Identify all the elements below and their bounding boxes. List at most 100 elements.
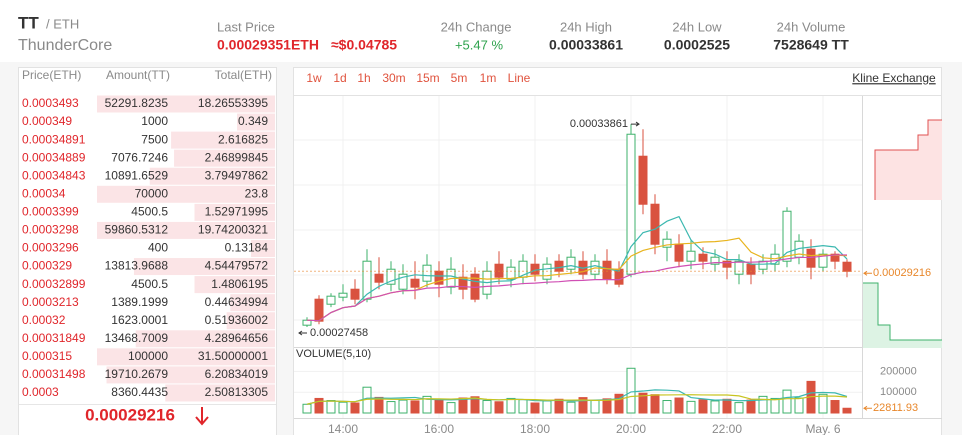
current-price: 0.00029216	[85, 405, 175, 424]
label: 24h Volume	[777, 19, 846, 34]
ask-total: 31.50000001	[198, 349, 268, 363]
ask-price[interactable]: 0.0003213	[22, 295, 79, 309]
ask-price[interactable]: 0.000329	[22, 259, 72, 273]
candle-body	[806, 248, 816, 268]
candle-body	[326, 295, 336, 305]
ask-price[interactable]: 0.00031849	[22, 331, 86, 345]
ask-price[interactable]: 0.000315	[22, 349, 72, 363]
volume-bar	[710, 400, 720, 414]
kline-exchange-link[interactable]: Kline Exchange	[852, 71, 936, 85]
ask-price[interactable]: 0.00034843	[22, 168, 86, 182]
volume-bar	[758, 395, 768, 414]
volume-bar	[566, 401, 576, 414]
ask-price[interactable]: 0.00034889	[22, 150, 86, 164]
column-header: Amount(TT)	[106, 68, 170, 82]
change: +5.47 %	[455, 37, 504, 52]
ask-price[interactable]: 0.00031498	[22, 367, 86, 381]
ask-price[interactable]: 0.0003298	[22, 223, 79, 237]
volume-bar	[506, 397, 516, 414]
arrow	[631, 121, 640, 127]
ask-price[interactable]: 0.00034	[22, 186, 66, 200]
candle-body	[686, 250, 696, 262]
ask-amount: 1389.1999	[111, 295, 168, 309]
depth-bar	[194, 276, 275, 294]
volume-bar	[314, 397, 324, 414]
high: 0.00033861	[549, 37, 623, 53]
candle-body	[350, 288, 360, 300]
ask-price[interactable]: 0.0003296	[22, 241, 79, 255]
volume-bar	[470, 396, 480, 414]
volume-bar	[554, 398, 564, 414]
ask-total: 6.20834019	[205, 367, 269, 381]
depth-bar	[226, 312, 275, 330]
period-tab[interactable]: 1w	[306, 71, 322, 85]
ask-price[interactable]: 0.0003	[22, 385, 59, 399]
candle-body	[842, 261, 852, 272]
candle-body	[398, 273, 408, 290]
high-annotation: 0.00033861	[570, 118, 628, 130]
depth-asks	[875, 120, 942, 200]
candle-body	[746, 263, 756, 275]
volume-bar	[770, 397, 780, 414]
ask-price[interactable]: 0.000349	[22, 114, 72, 128]
candle-body	[830, 253, 840, 262]
last-price: 0.00029351ETH	[217, 37, 319, 53]
ask-total: 3.79497862	[205, 168, 269, 182]
ask-total: 0.13184	[225, 241, 269, 255]
period-tab[interactable]: 1h	[357, 71, 370, 85]
ask-price[interactable]: 0.0003399	[22, 205, 79, 219]
ask-total: 1.4806195	[211, 277, 268, 291]
ask-amount: 1623.0001	[111, 313, 168, 327]
volume-bar	[374, 396, 384, 414]
ask-price[interactable]: 0.00034891	[22, 132, 86, 146]
volume-bar	[602, 398, 612, 414]
ask-total: 19.74200321	[198, 223, 268, 237]
volume-bar	[830, 400, 840, 414]
period-tab[interactable]: Line	[508, 71, 531, 85]
ask-price[interactable]: 0.00032	[22, 313, 66, 327]
last-volume-label: 22811.93	[873, 402, 918, 414]
period-tab[interactable]: 1d	[333, 71, 346, 85]
quote: / ETH	[46, 16, 79, 31]
candle-body	[410, 278, 420, 288]
period-tab[interactable]: 5m	[451, 71, 468, 85]
ask-total: 2.46899845	[205, 150, 269, 164]
period-tab[interactable]: 30m	[382, 71, 405, 85]
ask-total: 0.349	[238, 114, 268, 128]
ask-total: 4.28964656	[205, 331, 269, 345]
volume-bar	[650, 394, 660, 414]
volume-bar	[746, 399, 756, 414]
low: 0.0002525	[664, 37, 730, 53]
volume-ma-line	[306, 394, 848, 405]
volume-bar	[434, 398, 444, 414]
candle-body	[638, 155, 648, 205]
ask-total: 0.44634994	[205, 295, 269, 309]
coin-name: ThunderCore	[18, 37, 112, 54]
ask-total: 2.50813305	[205, 385, 269, 399]
volume-bar	[398, 399, 408, 414]
depth-bar	[97, 221, 275, 239]
period-tab[interactable]: 1m	[480, 71, 497, 85]
volume-tick-label: 200000	[880, 365, 917, 377]
candle-body	[554, 260, 564, 272]
volume-bar	[446, 402, 456, 414]
low-annotation: 0.00027458	[310, 327, 368, 339]
volume-bar	[794, 397, 804, 414]
ask-amount: 10891.6529	[105, 168, 169, 182]
header-bg	[0, 0, 962, 62]
ask-total: 2.616825	[218, 132, 268, 146]
depth-bar	[135, 330, 275, 348]
candle-body	[734, 260, 744, 275]
period-tab[interactable]: 15m	[416, 71, 439, 85]
volume-ma-line	[306, 389, 848, 405]
ask-price[interactable]: 0.0003493	[22, 96, 79, 110]
candle-body	[662, 238, 672, 248]
depth-bar	[174, 149, 275, 167]
candle-body	[698, 253, 708, 262]
ask-price[interactable]: 0.00032899	[22, 277, 86, 291]
candle-body	[338, 292, 348, 298]
orderbook-rows: 0.0003493 52291.8235 18.26553395 0.000349 10…	[22, 95, 276, 402]
candle-body	[494, 263, 504, 278]
candle-body	[506, 266, 516, 280]
